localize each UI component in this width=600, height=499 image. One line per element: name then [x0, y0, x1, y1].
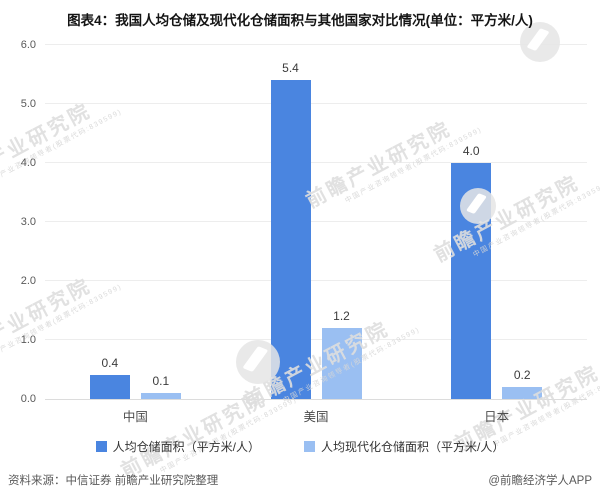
bar-日本-series1	[451, 163, 492, 399]
gridline	[45, 44, 587, 45]
bar-日本-series2	[502, 387, 543, 399]
bar-中国-series1	[89, 375, 130, 399]
bar-美国-series1	[270, 80, 311, 399]
bar-美国-series2	[321, 328, 362, 399]
legend-label: 人均现代化仓储面积（平方米/人）	[321, 440, 505, 454]
gridline	[45, 162, 587, 163]
x-category-label: 美国	[303, 410, 329, 424]
legend-item-series2: 人均现代化仓储面积（平方米/人）	[304, 438, 504, 455]
y-tick-label: 3.0	[20, 216, 36, 228]
y-tick-label: 2.0	[20, 275, 36, 287]
plot-area	[45, 44, 587, 400]
gridline	[45, 339, 587, 340]
y-tick-label: 1.0	[20, 334, 36, 346]
watermark-credit: @前瞻经济学人APP	[488, 475, 592, 487]
footer: 资料来源：中信证券 前瞻产业研究院整理 @前瞻经济学人APP	[8, 472, 592, 488]
y-tick-label: 6.0	[20, 39, 36, 51]
y-tick-label: 4.0	[20, 157, 36, 169]
legend-label: 人均仓储面积（平方米/人）	[112, 440, 260, 454]
x-axis-line	[45, 399, 587, 400]
y-tick-label: 5.0	[20, 98, 36, 110]
gridline	[45, 221, 587, 222]
legend-item-series1: 人均仓储面积（平方米/人）	[95, 438, 260, 455]
chart-title: 图表4：我国人均仓储及现代化仓储面积与其他国家对比情况(单位：平方米/人)	[67, 13, 533, 28]
legend-swatch	[304, 441, 315, 452]
gridline	[45, 280, 587, 281]
source-note: 资料来源：中信证券 前瞻产业研究院整理	[8, 475, 219, 487]
bar-中国-series2	[140, 393, 181, 399]
y-tick-label: 0.0	[20, 393, 36, 405]
x-category-label: 中国	[122, 410, 148, 424]
gridline	[45, 103, 587, 104]
legend-swatch	[95, 441, 107, 452]
x-category-label: 日本	[484, 410, 510, 424]
legend: 人均仓储面积（平方米/人） 人均现代化仓储面积（平方米/人）	[0, 438, 600, 455]
